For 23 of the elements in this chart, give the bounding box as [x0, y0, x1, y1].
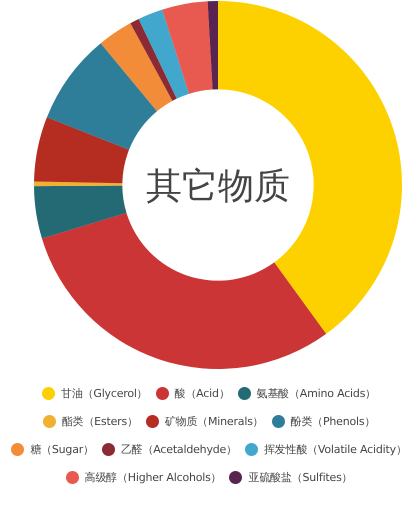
donut-slice — [34, 186, 126, 239]
legend-label: 矿物质（Minerals） — [164, 414, 264, 429]
donut-slice — [208, 1, 218, 90]
legend-label: 酯类（Esters） — [62, 414, 138, 429]
legend-label: 氨基酸（Amino Acids） — [256, 386, 376, 401]
donut-slice — [162, 1, 213, 94]
legend-label: 酸（Acid） — [174, 386, 230, 401]
donut-slice — [138, 10, 190, 99]
donut-slice — [34, 117, 130, 184]
donut-slice — [34, 182, 122, 186]
donut-slice — [46, 43, 158, 150]
legend-label: 糖（Sugar） — [30, 442, 94, 457]
donut-slice — [130, 19, 177, 101]
donut-slice — [100, 23, 172, 112]
donut-slice — [218, 1, 402, 334]
legend-label: 亚硫酸盐（Sulfites） — [248, 470, 352, 485]
legend-label: 乙醛（Acetaldehyde） — [120, 442, 237, 457]
donut-slice — [42, 212, 326, 369]
legend-label: 挥发性酸（Volatile Acidity） — [264, 442, 407, 457]
legend-label: 酚类（Phenols） — [290, 414, 376, 429]
text: 其它物质 — [146, 166, 290, 207]
legend-label: 高级醇（Higher Alcohols） — [84, 470, 222, 485]
legend-label: 甘油（Glycerol） — [60, 386, 148, 401]
